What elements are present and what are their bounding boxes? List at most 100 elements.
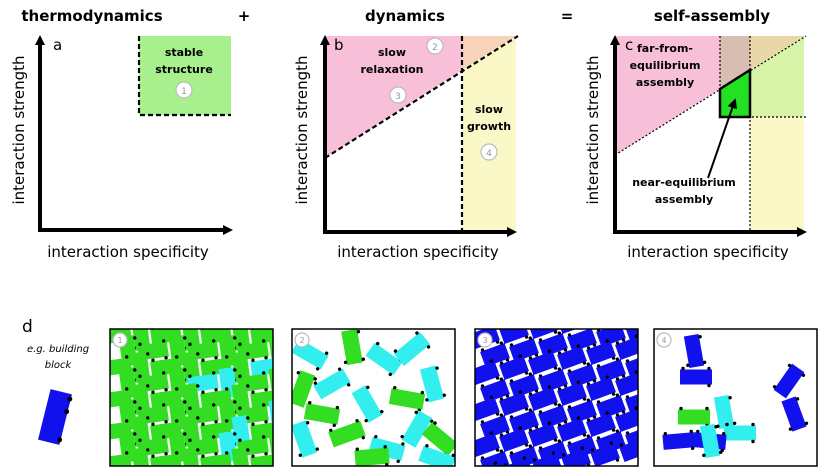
x-label-c: interaction specificity bbox=[627, 243, 789, 261]
building-block bbox=[303, 401, 341, 427]
building-block bbox=[475, 431, 500, 457]
building-block bbox=[538, 367, 568, 393]
building-block bbox=[713, 394, 737, 430]
building-block bbox=[480, 341, 510, 367]
building-block-label-2: block bbox=[45, 360, 73, 371]
tile-1: 1 bbox=[109, 328, 274, 467]
building-block bbox=[625, 354, 638, 378]
building-block bbox=[683, 333, 707, 369]
tile-4-blocks bbox=[662, 333, 809, 459]
building-block bbox=[388, 386, 426, 412]
svg-text:3: 3 bbox=[482, 336, 487, 345]
marker-3: 3 bbox=[389, 86, 407, 104]
example-building-block bbox=[38, 389, 73, 445]
tile-marker-3: 3 bbox=[477, 332, 493, 348]
building-block bbox=[499, 329, 529, 344]
building-block bbox=[400, 410, 434, 448]
building-block bbox=[341, 329, 365, 366]
building-block bbox=[596, 357, 626, 383]
svg-text:3: 3 bbox=[395, 92, 401, 102]
building-block bbox=[625, 390, 638, 414]
panel-d: d e.g. building block 1 bbox=[22, 297, 818, 467]
building-block bbox=[509, 408, 539, 434]
building-block bbox=[590, 441, 620, 466]
svg-text:1: 1 bbox=[181, 87, 187, 97]
marker-1: 1 bbox=[175, 81, 193, 99]
building-block bbox=[250, 357, 273, 377]
building-block bbox=[557, 344, 587, 370]
building-block bbox=[585, 302, 617, 331]
building-block bbox=[475, 359, 500, 385]
building-block bbox=[528, 385, 558, 411]
building-block bbox=[328, 419, 366, 448]
building-block bbox=[699, 423, 723, 459]
building-block bbox=[351, 385, 384, 423]
tile-marker-4: 4 bbox=[656, 332, 672, 348]
stable-structure-region bbox=[139, 36, 231, 115]
panel-b: slow relaxation slow growth 2 3 4 b inte… bbox=[293, 35, 519, 261]
far-label-3: assembly bbox=[636, 76, 694, 89]
building-block bbox=[131, 447, 151, 466]
building-block bbox=[680, 366, 712, 388]
near-label-1: near-equilibrium bbox=[632, 176, 736, 189]
building-block bbox=[110, 451, 132, 466]
building-block bbox=[528, 329, 558, 339]
yellow-region-c bbox=[750, 117, 804, 232]
building-block bbox=[292, 370, 317, 408]
building-block bbox=[567, 329, 597, 352]
building-block bbox=[596, 393, 626, 419]
building-block bbox=[150, 451, 182, 466]
stable-label-line1: stable bbox=[165, 46, 203, 59]
green-overlap-region bbox=[750, 36, 804, 117]
svg-text:2: 2 bbox=[432, 43, 438, 53]
x-label-a: interaction specificity bbox=[47, 243, 209, 261]
slow-growth-region bbox=[462, 36, 516, 232]
slow-relaxation-label-2: relaxation bbox=[360, 63, 423, 76]
title-self-assembly: self-assembly bbox=[654, 7, 770, 25]
building-block bbox=[475, 461, 504, 466]
building-block bbox=[509, 372, 539, 398]
building-block bbox=[528, 421, 558, 447]
building-block bbox=[480, 413, 510, 439]
building-block bbox=[772, 363, 806, 399]
building-block bbox=[250, 421, 273, 441]
building-block bbox=[678, 406, 710, 428]
building-block bbox=[586, 375, 616, 401]
building-block bbox=[499, 426, 529, 452]
overlap-region-c1 bbox=[720, 36, 750, 89]
near-label-2: assembly bbox=[655, 193, 713, 206]
tile-3: 3 bbox=[474, 297, 646, 467]
building-block bbox=[614, 297, 646, 326]
far-from-equilibrium-region bbox=[615, 36, 750, 155]
slow-relaxation-label-1: slow bbox=[378, 46, 406, 59]
marker-2: 2 bbox=[426, 37, 444, 55]
building-block bbox=[509, 336, 539, 362]
y-label-b: interaction strength bbox=[293, 55, 311, 204]
near-equilibrium-arrow bbox=[707, 98, 738, 179]
marker-4: 4 bbox=[480, 143, 498, 161]
building-block-label-1: e.g. building bbox=[27, 344, 89, 355]
building-block bbox=[499, 390, 529, 416]
panel-letter-d: d bbox=[22, 317, 33, 337]
building-block bbox=[480, 377, 510, 403]
panel-c: far-from- equilibrium assembly near-equi… bbox=[584, 35, 807, 261]
building-block bbox=[781, 396, 809, 432]
building-block bbox=[528, 349, 558, 375]
building-block bbox=[557, 380, 587, 406]
header: thermodynamics + dynamics = self-assembl… bbox=[21, 7, 770, 25]
panel-letter-c: c bbox=[625, 36, 633, 54]
stable-boundary-dashed bbox=[137, 36, 231, 117]
svg-text:1: 1 bbox=[117, 336, 122, 345]
building-block bbox=[181, 447, 201, 466]
building-block bbox=[557, 416, 587, 442]
title-dynamics: dynamics bbox=[365, 7, 445, 25]
building-block bbox=[393, 331, 431, 367]
building-block bbox=[538, 331, 568, 357]
y-label-a: interaction strength bbox=[10, 55, 28, 204]
building-block bbox=[586, 339, 616, 365]
building-block bbox=[250, 453, 273, 466]
building-block bbox=[499, 354, 529, 380]
panel-letter-a: a bbox=[53, 36, 62, 54]
panel-a: stable structure 1 a interaction strengt… bbox=[10, 35, 233, 261]
svg-text:4: 4 bbox=[661, 336, 666, 345]
